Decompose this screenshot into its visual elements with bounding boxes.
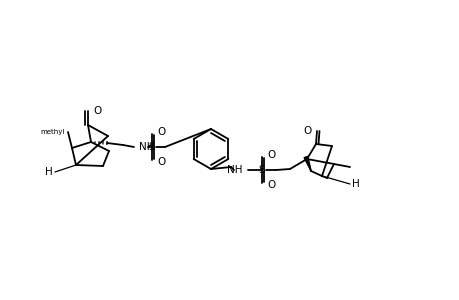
Text: H: H: [351, 179, 359, 189]
Text: NH: NH: [227, 165, 242, 175]
Text: O: O: [157, 157, 165, 167]
Text: methyl: methyl: [40, 129, 65, 135]
Text: H: H: [45, 167, 53, 177]
Text: O: O: [266, 180, 274, 190]
Text: S: S: [148, 142, 155, 152]
Polygon shape: [303, 156, 310, 171]
Text: O: O: [93, 106, 101, 116]
Text: O: O: [266, 150, 274, 160]
Text: S: S: [258, 165, 265, 175]
Text: O: O: [157, 127, 165, 137]
Text: O: O: [303, 126, 311, 136]
Text: NH: NH: [139, 142, 154, 152]
